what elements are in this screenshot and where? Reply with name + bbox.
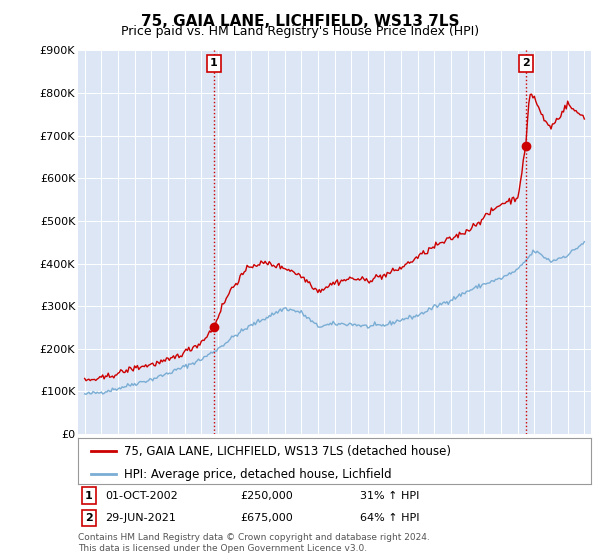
- Text: 64% ↑ HPI: 64% ↑ HPI: [360, 513, 419, 523]
- Text: Price paid vs. HM Land Registry's House Price Index (HPI): Price paid vs. HM Land Registry's House …: [121, 25, 479, 38]
- Text: 75, GAIA LANE, LICHFIELD, WS13 7LS (detached house): 75, GAIA LANE, LICHFIELD, WS13 7LS (deta…: [124, 445, 451, 458]
- Text: 2: 2: [522, 58, 530, 68]
- Text: 75, GAIA LANE, LICHFIELD, WS13 7LS: 75, GAIA LANE, LICHFIELD, WS13 7LS: [141, 14, 459, 29]
- Text: 29-JUN-2021: 29-JUN-2021: [105, 513, 176, 523]
- Text: 1: 1: [85, 491, 92, 501]
- Text: HPI: Average price, detached house, Lichfield: HPI: Average price, detached house, Lich…: [124, 468, 392, 481]
- Text: 2: 2: [85, 513, 92, 523]
- Text: £675,000: £675,000: [240, 513, 293, 523]
- Text: £250,000: £250,000: [240, 491, 293, 501]
- Text: Contains HM Land Registry data © Crown copyright and database right 2024.
This d: Contains HM Land Registry data © Crown c…: [78, 533, 430, 553]
- Text: 1: 1: [210, 58, 218, 68]
- Text: 31% ↑ HPI: 31% ↑ HPI: [360, 491, 419, 501]
- Text: 01-OCT-2002: 01-OCT-2002: [105, 491, 178, 501]
